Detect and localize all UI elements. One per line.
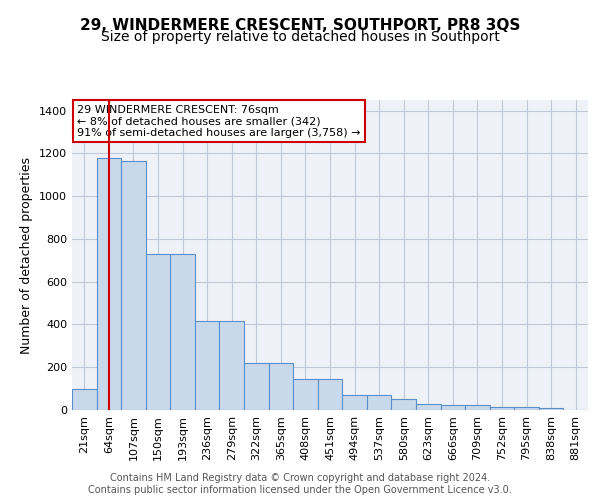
Bar — [97, 158, 121, 410]
Bar — [72, 388, 97, 410]
Bar — [416, 404, 440, 410]
Bar — [318, 379, 342, 410]
Bar — [490, 407, 514, 410]
Text: Contains HM Land Registry data © Crown copyright and database right 2024.
Contai: Contains HM Land Registry data © Crown c… — [88, 474, 512, 495]
Bar — [146, 254, 170, 410]
Bar — [220, 322, 244, 410]
Text: Size of property relative to detached houses in Southport: Size of property relative to detached ho… — [101, 30, 499, 44]
Y-axis label: Number of detached properties: Number of detached properties — [20, 156, 34, 354]
Bar — [539, 408, 563, 410]
Bar — [293, 379, 318, 410]
Bar — [391, 400, 416, 410]
Bar — [342, 395, 367, 410]
Text: 29, WINDERMERE CRESCENT, SOUTHPORT, PR8 3QS: 29, WINDERMERE CRESCENT, SOUTHPORT, PR8 … — [80, 18, 520, 32]
Bar — [244, 364, 269, 410]
Bar — [195, 322, 220, 410]
Text: 29 WINDERMERE CRESCENT: 76sqm
← 8% of detached houses are smaller (342)
91% of s: 29 WINDERMERE CRESCENT: 76sqm ← 8% of de… — [77, 104, 361, 138]
Bar — [269, 364, 293, 410]
Bar — [465, 406, 490, 410]
Bar — [440, 406, 465, 410]
Bar — [367, 395, 391, 410]
Bar — [170, 254, 195, 410]
Bar — [121, 161, 146, 410]
Bar — [514, 407, 539, 410]
